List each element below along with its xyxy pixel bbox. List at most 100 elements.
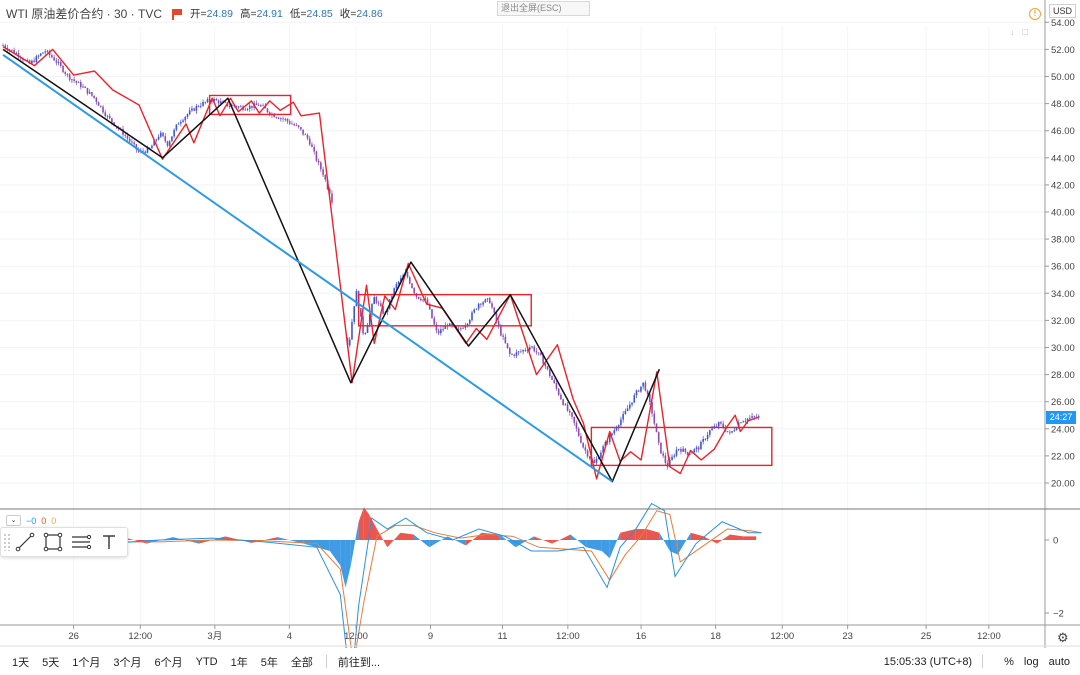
candle (433, 318, 436, 325)
price-tick-label: 52.00 (1051, 45, 1075, 56)
zigzag-major-line[interactable] (2, 48, 661, 483)
range-1m[interactable]: 1个月 (72, 656, 101, 669)
candle (744, 420, 747, 422)
candle (146, 147, 149, 153)
candle (100, 105, 102, 107)
candle (104, 112, 107, 117)
candle (569, 410, 571, 413)
price-tick-label: 50.00 (1051, 72, 1075, 83)
candle (657, 432, 660, 443)
macd-histogram-bar (729, 534, 744, 540)
chart-canvas[interactable]: 54.00 52.00 50.00 48.00 46.00 44.00 42.00 40.00… (0, 0, 1080, 648)
macd-histogram-bar (400, 532, 414, 540)
candle (168, 141, 171, 146)
candle (75, 80, 78, 83)
indicator-legend: ⌄ −0 0 0 (6, 515, 56, 526)
zigzag-minor-line[interactable] (2, 46, 759, 480)
candle (39, 53, 42, 56)
candle (586, 450, 589, 457)
candle (42, 52, 44, 54)
indicator-value-hist: 0 (51, 515, 57, 526)
candle (531, 346, 533, 348)
ohlc-close: 收=24.86 (339, 8, 383, 20)
candle (700, 441, 702, 450)
bottom-toolbar: 1天 5天 1个月 3个月 6个月 YTD 1年 5年 全部 前往到... 15… (0, 648, 1080, 675)
candle (651, 402, 653, 414)
candle (4, 45, 7, 48)
gear-icon[interactable]: ⚙ (1057, 630, 1069, 645)
candle (266, 108, 269, 113)
candle (371, 304, 373, 315)
candle (704, 438, 707, 440)
candle (311, 144, 313, 148)
candle (411, 283, 413, 289)
range-all[interactable]: 全部 (290, 656, 313, 669)
candle (417, 296, 420, 299)
candle (424, 299, 427, 300)
candle (442, 328, 444, 330)
candle (131, 141, 133, 143)
flag-icon[interactable] (172, 8, 183, 20)
macd-histogram-bar (350, 521, 359, 566)
candle (691, 452, 693, 454)
pane-controls[interactable]: ↓□ (1010, 27, 1036, 37)
text-icon[interactable] (95, 529, 123, 555)
macd-histogram-bar (690, 532, 704, 540)
range-6m[interactable]: 6个月 (154, 656, 183, 669)
drag-handle[interactable] (3, 533, 11, 551)
symbol-title[interactable]: WTI 原油差价合约 · 30 · TVC (6, 7, 163, 21)
macd-histogram-bar (340, 540, 346, 588)
macd-histogram-bar (329, 540, 341, 566)
alert-icon[interactable]: ! (1029, 8, 1041, 20)
log-toggle[interactable]: log (1023, 655, 1039, 668)
fib-channel-icon[interactable] (67, 529, 95, 555)
time-tick-label: 12:00 (556, 631, 580, 642)
candle (248, 105, 251, 109)
candle (535, 351, 538, 353)
macd-histogram-bar (447, 536, 466, 546)
range-1y[interactable]: 1年 (230, 656, 248, 669)
candle (393, 288, 396, 297)
macd-histogram-bar (620, 529, 636, 540)
candle (484, 299, 487, 303)
candle (664, 455, 667, 464)
trendline-line[interactable] (2, 53, 613, 483)
candle (351, 321, 353, 340)
candle (317, 160, 320, 163)
auto-toggle[interactable]: auto (1048, 655, 1070, 668)
consolidation-box[interactable] (590, 426, 773, 467)
macd-histogram-bar (646, 529, 660, 540)
range-5y[interactable]: 5年 (260, 656, 278, 669)
candle (717, 422, 720, 427)
currency-label[interactable]: USD (1049, 4, 1076, 18)
chevron-down-icon[interactable]: ⌄ (6, 515, 21, 526)
candle (84, 86, 87, 88)
clock[interactable]: 15:05:33 (UTC+8) (883, 655, 973, 668)
price-tick-label: 28.00 (1051, 370, 1075, 381)
candle (515, 352, 518, 356)
goto-date-button[interactable]: 前往到... (337, 656, 381, 669)
range-ytd[interactable]: YTD (195, 655, 218, 668)
candle (295, 125, 298, 127)
candle (542, 355, 544, 364)
time-tick-label: 4 (287, 631, 292, 642)
range-5d[interactable]: 5天 (42, 656, 60, 669)
candle (153, 140, 155, 146)
candle (686, 451, 689, 455)
candle (35, 56, 38, 63)
exit-fullscreen-button[interactable]: 退出全屏(ESC) (497, 1, 590, 16)
candle (68, 74, 71, 80)
consolidation-box[interactable] (357, 293, 532, 327)
range-3m[interactable]: 3个月 (113, 656, 142, 669)
trend-line-icon[interactable] (11, 529, 39, 555)
rectangle-icon[interactable] (39, 529, 67, 555)
percent-toggle[interactable]: % (1004, 655, 1014, 668)
candle (66, 73, 69, 75)
candle (375, 297, 378, 303)
candle (624, 411, 627, 414)
candle (86, 87, 89, 94)
candle (257, 105, 260, 106)
candle (497, 321, 500, 327)
candle (742, 421, 744, 423)
range-1d[interactable]: 1天 (12, 656, 30, 669)
